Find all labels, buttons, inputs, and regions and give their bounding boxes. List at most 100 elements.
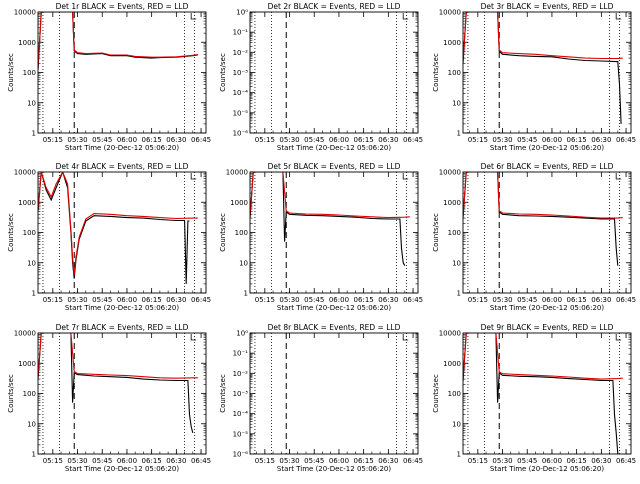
- panel-8-ytick-label: 10⁰: [236, 330, 248, 338]
- panel-2-xtick-label: 05:15: [255, 136, 275, 144]
- panel-5-series-lld: [250, 172, 410, 219]
- panel-1-ytick-label: 10000: [14, 9, 36, 17]
- panel-3-ytick-label: 1000: [443, 39, 461, 47]
- panel-1-frame: [37, 11, 207, 134]
- panel-2-xtick-label: 05:30: [279, 136, 299, 144]
- panel-3-ytick-label: 10: [452, 99, 461, 107]
- panel-2-frame: [249, 11, 419, 134]
- panel-5-xtick-label: 06:00: [329, 296, 349, 304]
- panel-6-ylabel: Counts/sec: [432, 213, 440, 252]
- panel-2-ytick-label: 10⁻⁵: [233, 109, 249, 117]
- panel-8-xtick-label: 06:30: [378, 457, 398, 465]
- panel-5-xtick-label: 06:45: [403, 296, 423, 304]
- panel-7-xtick-label: 06:00: [117, 457, 137, 465]
- panel-7-xlabel: Start Time (20-Dec-12 05:06:20): [65, 465, 179, 473]
- panel-7-series-events: [38, 333, 194, 434]
- panel-8: Det 8r BLACK = Events, RED = LLD 10⁻⁶ 10⁻⁵…: [219, 323, 423, 473]
- panel-4-series-lld: [38, 172, 198, 275]
- panel-5: Det 5r BLACK = Events, RED = LLD 1 10 100 10…: [219, 162, 423, 312]
- panel-8-xtick-label: 05:15: [255, 457, 275, 465]
- panel-5-xtick-label: 06:30: [378, 296, 398, 304]
- panel-8-marker: [402, 334, 409, 341]
- panel-6-frame: [462, 171, 632, 294]
- panel-7-ytick-label: 1: [32, 451, 36, 459]
- panel-8-xtick-label: 06:00: [329, 457, 349, 465]
- panel-3-marker: [615, 13, 622, 20]
- panel-3-ytick-label: 1: [457, 130, 461, 138]
- panel-8-xtick-label: 05:45: [304, 457, 324, 465]
- panel-2-xtick-label: 05:45: [304, 136, 324, 144]
- panel-3-xtick-label: 05:30: [492, 136, 512, 144]
- panel-6-xtick-label: 05:30: [492, 296, 512, 304]
- panel-3-frame: [462, 11, 632, 134]
- panel-9-ytick-label: 10: [452, 420, 461, 428]
- panel-2-marker: [402, 13, 409, 20]
- panel-4-ytick-label: 1: [32, 290, 36, 298]
- panel-1-xtick-label: 05:30: [67, 136, 87, 144]
- panel-9-ytick-label: 1000: [443, 360, 461, 368]
- panel-4-xlabel: Start Time (20-Dec-12 05:06:20): [65, 304, 179, 312]
- panel-4: Det 4r BLACK = Events, RED = LLD 1 10 100 10…: [7, 162, 211, 312]
- panel-7-series-lld: [38, 333, 198, 379]
- panel-5-ytick-label: 1000: [230, 199, 248, 207]
- panel-6-series-events: [463, 172, 619, 266]
- panel-6-series-lld: [463, 172, 623, 219]
- panel-8-frame: [249, 332, 419, 455]
- panel-1-xtick-label: 05:45: [92, 136, 112, 144]
- panel-1-xtick-label: 06:45: [191, 136, 211, 144]
- panel-3-xlabel: Start Time (20-Dec-12 05:06:20): [490, 144, 604, 152]
- panel-5-xtick-label: 05:45: [304, 296, 324, 304]
- panel-6: Det 6r BLACK = Events, RED = LLD 1 10 100 10…: [432, 162, 636, 312]
- panel-8-xtick-label: 05:30: [279, 457, 299, 465]
- panel-6-xtick-label: 05:15: [468, 296, 488, 304]
- panel-9-ytick-label: 1: [457, 451, 461, 459]
- panel-2-ytick-label: 10⁻¹: [233, 29, 249, 37]
- panel-2-ylabel: Counts/sec: [219, 53, 227, 92]
- panel-7-title: Det 7r BLACK = Events, RED = LLD: [56, 323, 189, 332]
- panel-7-xtick-label: 06:45: [191, 457, 211, 465]
- panel-7-xtick-label: 06:15: [142, 457, 162, 465]
- panel-7-ytick-label: 100: [23, 390, 36, 398]
- panel-6-ytick-label: 100: [448, 229, 461, 237]
- panel-4-ytick-label: 10000: [14, 169, 36, 177]
- panel-3-series-lld: [463, 12, 623, 63]
- panel-6-ytick-label: 10: [452, 259, 461, 267]
- panel-3-series-events: [463, 12, 622, 124]
- panel-4-marker: [190, 173, 197, 180]
- panel-5-ytick-label: 100: [235, 229, 248, 237]
- panel-5-xlabel: Start Time (20-Dec-12 05:06:20): [277, 304, 391, 312]
- panel-3-xtick-label: 06:30: [591, 136, 611, 144]
- panel-9-series-lld: [463, 333, 623, 380]
- panel-1: Det 1r BLACK = Events, RED = LLD 1 10 100 10…: [7, 2, 211, 152]
- panel-8-title: Det 8r BLACK = Events, RED = LLD: [268, 323, 401, 332]
- panel-2-xlabel: Start Time (20-Dec-12 05:06:20): [277, 144, 391, 152]
- panel-6-ytick-label: 10000: [439, 169, 461, 177]
- panel-4-xtick-label: 05:45: [92, 296, 112, 304]
- panel-5-series-events: [250, 172, 406, 266]
- panel-3-ytick-label: 100: [448, 69, 461, 77]
- panel-4-ytick-label: 10: [27, 259, 36, 267]
- panel-2-xtick-label: 06:30: [378, 136, 398, 144]
- panel-5-ytick-label: 10000: [226, 169, 248, 177]
- panel-1-marker: [190, 13, 197, 20]
- panel-4-xtick-label: 05:15: [43, 296, 63, 304]
- panel-5-ylabel: Counts/sec: [219, 213, 227, 252]
- panel-2-xtick-label: 06:15: [354, 136, 374, 144]
- panel-7-ytick-label: 1000: [18, 360, 36, 368]
- panel-4-ytick-label: 100: [23, 229, 36, 237]
- panel-5-ytick-label: 1: [244, 290, 248, 298]
- panel-4-xtick-label: 06:30: [166, 296, 186, 304]
- panel-1-xlabel: Start Time (20-Dec-12 05:06:20): [65, 144, 179, 152]
- panel-2-ytick-label: 10⁻⁶: [233, 130, 249, 138]
- panel-3-title: Det 3r BLACK = Events, RED = LLD: [481, 2, 614, 11]
- panel-1-ylabel: Counts/sec: [7, 53, 15, 92]
- panel-2-ytick-label: 10⁻²: [233, 49, 249, 57]
- panel-5-marker: [402, 173, 409, 180]
- panel-1-xtick-label: 06:00: [117, 136, 137, 144]
- panel-1-ytick-label: 1: [32, 130, 36, 138]
- panel-6-ytick-label: 1: [457, 290, 461, 298]
- panel-9-xtick-label: 05:45: [517, 457, 537, 465]
- panel-1-ytick-label: 1000: [18, 39, 36, 47]
- panel-4-title: Det 4r BLACK = Events, RED = LLD: [56, 162, 189, 171]
